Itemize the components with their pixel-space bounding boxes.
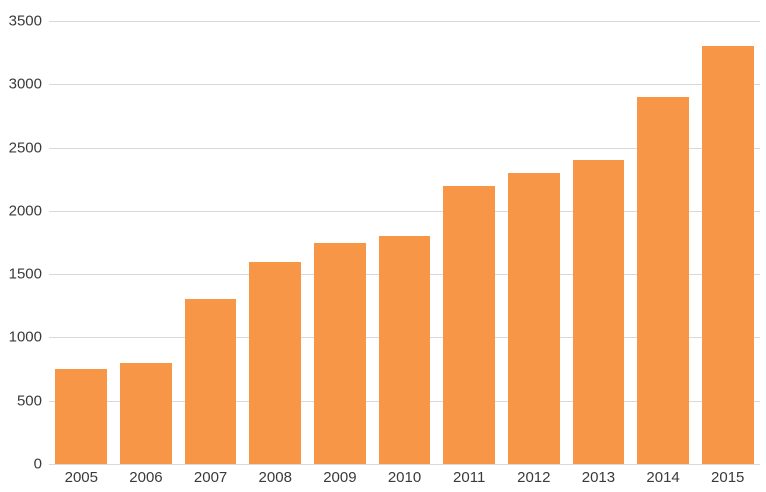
bar-slot-2014 — [631, 21, 696, 464]
plot-area — [49, 21, 760, 465]
bar-2005 — [55, 369, 108, 464]
bar-2015 — [701, 46, 754, 464]
y-tick-label-1000: 1000 — [8, 328, 42, 346]
bar-2014 — [637, 96, 689, 464]
bar-2006 — [120, 362, 172, 464]
y-tick-label-500: 500 — [16, 392, 42, 410]
y-tick-label-3500: 3500 — [8, 12, 42, 30]
x-tick-label-2013: 2013 — [581, 469, 616, 486]
gridline-3000 — [49, 84, 760, 86]
y-tick-label-0: 0 — [33, 455, 42, 473]
bar-slot-2006 — [114, 21, 179, 464]
bar-slot-2007 — [178, 21, 243, 464]
bar-2011 — [443, 185, 496, 464]
x-tick-label-2007: 2007 — [193, 469, 228, 486]
gridline-0 — [49, 464, 760, 465]
x-tick-label-2005: 2005 — [64, 469, 98, 486]
bar-slot-2010 — [372, 21, 437, 464]
bar-slot-2015 — [695, 21, 760, 464]
x-tick-label-2015: 2015 — [711, 469, 745, 486]
gridline-2000 — [49, 210, 760, 212]
bar-slot-2011 — [437, 21, 502, 464]
x-tick-label-2011: 2011 — [453, 469, 486, 486]
bar-2009 — [314, 242, 366, 464]
y-tick-label-3000: 3000 — [8, 75, 42, 93]
bar-slot-2008 — [243, 21, 308, 464]
bar-2013 — [572, 160, 625, 464]
bar-2010 — [378, 236, 431, 464]
x-tick-label-2014: 2014 — [646, 469, 680, 486]
bar-slot-2012 — [501, 21, 566, 464]
gridline-2500 — [49, 147, 760, 149]
bar-slot-2013 — [566, 21, 631, 464]
bars-layer — [49, 21, 760, 464]
x-tick-label-2009: 2009 — [323, 469, 357, 486]
y-tick-label-2000: 2000 — [8, 202, 42, 220]
x-tick-label-2006: 2006 — [129, 469, 163, 486]
gridline-3500 — [49, 21, 760, 22]
bar-slot-2009 — [308, 21, 373, 464]
x-tick-label-2012: 2012 — [517, 469, 551, 486]
x-axis: 2005 2006 2007 2008 2009 2010 2011 2012 2013 2014… — [49, 467, 760, 489]
x-tick-label-2010: 2010 — [387, 469, 422, 486]
bar-slot-2005 — [49, 21, 114, 464]
bar-2008 — [249, 261, 302, 464]
x-tick-label-2008: 2008 — [258, 469, 292, 486]
y-tick-label-1500: 1500 — [8, 265, 42, 283]
bar-2012 — [507, 172, 560, 464]
y-tick-label-2500: 2500 — [8, 139, 42, 157]
y-axis: 0 500 1000 1500 2000 2500 3000 3500 — [0, 13, 42, 473]
bar-2007 — [184, 299, 237, 464]
